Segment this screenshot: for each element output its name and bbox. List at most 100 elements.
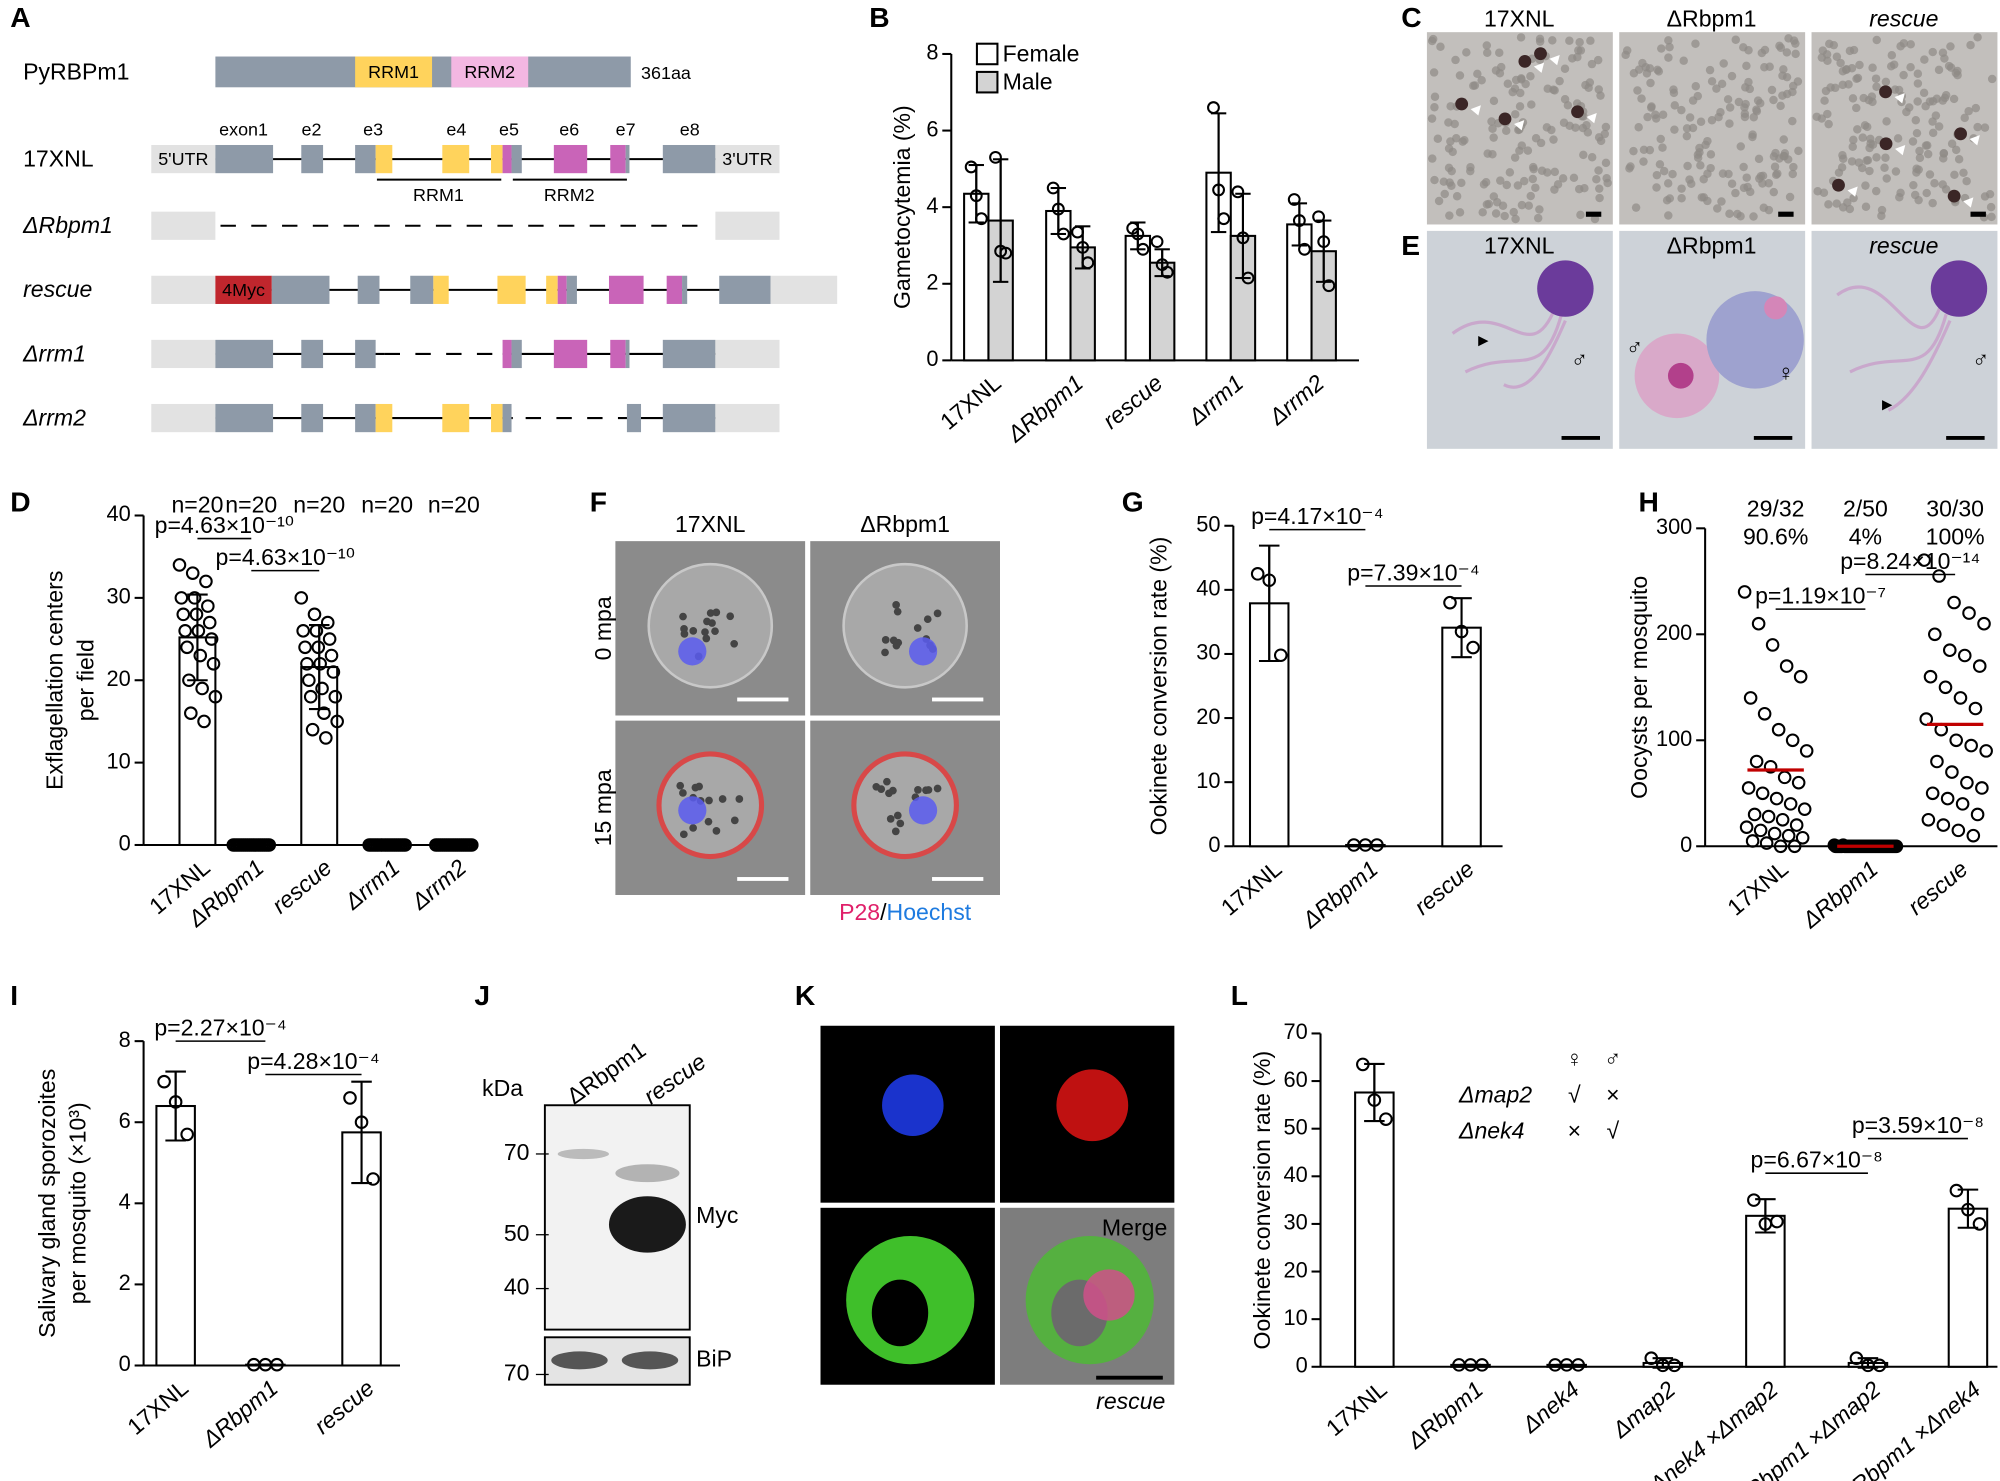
diagram-box [375,403,393,433]
panel-letter: C [1401,1,1421,33]
diagram-box [682,275,688,304]
y-tick-label: 8 [119,1027,131,1052]
data-point [330,714,344,729]
caption-part: / [880,899,887,925]
data-point [1789,818,1804,832]
data-point [1795,830,1810,845]
cell [1516,33,1526,42]
data-point [303,689,318,704]
panel-letter: E [1401,229,1420,261]
band [557,1148,609,1160]
granule [891,827,900,836]
cell [1688,96,1698,105]
cell [1872,82,1881,91]
cell [1452,133,1461,143]
micrograph [1426,230,1613,449]
cell [1758,171,1768,181]
cell [1922,141,1932,150]
data-point [1241,271,1255,285]
cell [1906,62,1915,72]
data-point [1942,643,1957,657]
cell [1791,49,1800,59]
cell [1908,137,1918,146]
cell [1739,162,1748,172]
cell [1845,46,1855,56]
scale-bar [1753,436,1793,440]
cell [1517,200,1527,210]
data-point [1217,212,1231,226]
granule [706,609,715,617]
diagram-box [355,56,433,88]
granule [712,827,721,835]
cell [1834,168,1844,177]
nucleus [678,637,707,666]
granule [676,781,685,790]
bar [1441,626,1482,848]
cell [1707,116,1717,125]
cell [1824,200,1833,209]
granule [704,817,713,826]
cell [1731,188,1740,198]
cell [1621,50,1630,60]
cell [1511,110,1520,119]
cell [1586,36,1595,45]
y-tick-label: 10 [1283,1305,1307,1330]
data-point [294,591,309,605]
cell [1428,34,1438,44]
granule [872,782,881,791]
cell [1973,122,1982,132]
data-point [1966,828,1981,843]
cell [1565,36,1574,45]
cell [1535,205,1544,214]
legend-label: Male [1003,69,1053,95]
cell [1513,181,1523,190]
y-tick-label: 2 [119,1270,131,1295]
data-point [302,673,316,688]
cell [1657,44,1666,53]
cell [1836,58,1845,68]
cell [1447,166,1456,176]
cell [1651,114,1661,123]
cell [842,562,968,689]
cell [1550,185,1559,194]
cell [1691,39,1700,48]
cell [1727,71,1737,81]
data-point [1741,781,1756,795]
panel-letter: L [1231,979,1248,1011]
data-point [187,591,202,605]
y-tick-label: 6 [926,116,938,141]
granule [896,819,905,828]
data-point [1207,101,1220,114]
y-tick-label: 40 [1196,576,1220,601]
cell [1776,101,1785,111]
cell [1818,46,1828,55]
cell [1647,102,1656,111]
row-label: 0 mpa [590,596,616,660]
diagram-box [557,275,567,304]
cell [1954,154,1964,164]
granule [701,628,709,636]
y-tick-label: 0 [1208,832,1220,857]
gametocyte [1954,127,1967,141]
exon-label: e5 [499,120,519,140]
cell [1542,123,1552,132]
granule [889,636,898,645]
cell [1842,64,1851,74]
cell [1794,146,1803,156]
data-point [193,648,208,663]
image-label: 17XNL [1484,6,1555,32]
data-point [184,706,198,720]
cell [1923,149,1933,159]
data-point [1962,606,1976,620]
panel-letter: A [10,1,30,33]
data-point [176,607,191,622]
data-point [319,731,333,745]
cell [1699,175,1708,184]
cell [1590,214,1600,224]
granule [886,815,895,823]
data-point [1753,823,1768,838]
cell [1452,192,1462,201]
data-point [989,150,1002,164]
cell [1725,103,1735,112]
data-point [1945,765,1959,779]
